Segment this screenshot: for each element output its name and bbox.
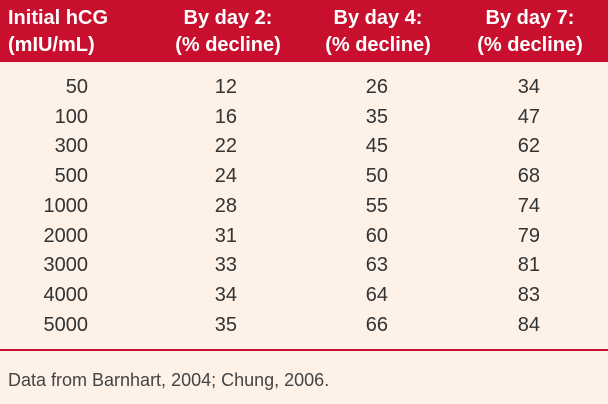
cell: 33 [214,254,237,277]
cell: 62 [517,135,540,158]
cell: 60 [365,224,388,247]
cell: 500 [54,165,88,188]
column-header: Initial hCG [8,7,108,29]
cell: 12 [214,76,237,98]
cell: 100 [54,105,88,128]
column-header: (% decline) [325,34,431,56]
cell: 79 [517,224,540,247]
cell: 35 [365,105,388,128]
cell: 34 [214,283,237,306]
cell: 5000 [43,313,89,336]
cell: 31 [214,224,237,247]
cell: 66 [365,313,388,336]
column-header: By day 4: [333,7,423,29]
cell: 50 [365,165,388,188]
cell: 24 [214,165,237,188]
footer-rule [0,349,608,351]
cell: 16 [214,105,237,128]
cell: 63 [365,254,388,277]
cell: 74 [517,194,540,217]
cell: 81 [517,254,540,277]
cell: 34 [517,76,540,98]
cell: 300 [54,135,88,158]
cell: 35 [214,313,237,336]
column-header: By day 2: [183,7,273,29]
column-header: (% decline) [477,34,583,56]
cell: 83 [517,283,540,306]
cell: 50 [65,76,88,98]
cell: 22 [214,135,237,158]
cell: 84 [517,313,540,336]
cell: 47 [517,105,540,128]
cell: 3000 [43,254,89,277]
cell: 2000 [43,224,89,247]
cell: 4000 [43,283,89,306]
cell: 45 [365,135,388,158]
header-band [0,0,608,62]
cell: 1000 [43,194,89,217]
cell: 28 [214,194,237,217]
column-header: By day 7: [485,7,575,29]
footnote: Data from Barnhart, 2004; Chung, 2006. [8,370,330,390]
column-header: (% decline) [175,34,281,56]
cell: 26 [365,76,388,98]
cell: 55 [365,194,388,217]
cell: 64 [365,283,388,306]
cell: 68 [517,165,540,188]
column-header: (mIU/mL) [8,34,95,56]
